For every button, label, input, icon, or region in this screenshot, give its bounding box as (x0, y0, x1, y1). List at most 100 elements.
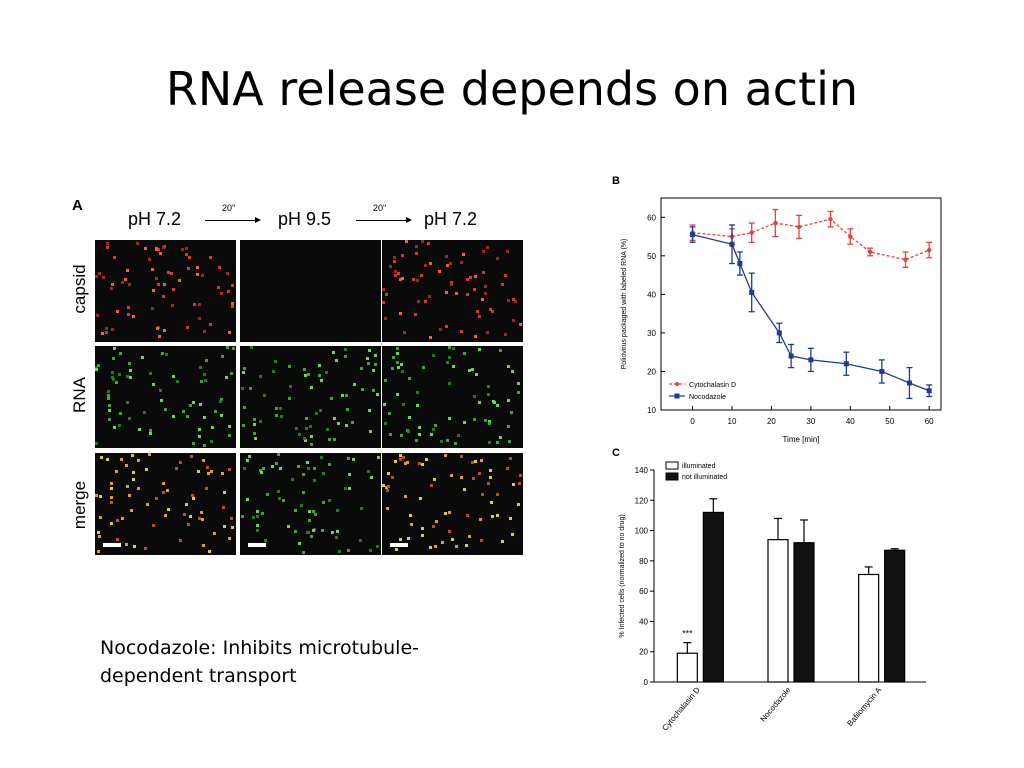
fluorescence-spot (337, 422, 340, 425)
fluorescence-spot (506, 250, 509, 253)
fluorescence-spot (199, 366, 202, 369)
fluorescence-spot (291, 478, 294, 481)
condition-label-2: pH 9.5 (278, 209, 332, 229)
fluorescence-spot (261, 512, 264, 515)
y-tick-label: 120 (635, 496, 649, 505)
fluorescence-spot (384, 317, 387, 320)
fluorescence-spot (328, 463, 331, 466)
fluorescence-spot (155, 247, 158, 250)
fluorescence-spot (508, 440, 511, 443)
fluorescence-spot (95, 494, 98, 497)
fluorescence-spot (318, 374, 321, 377)
fluorescence-spot (155, 497, 158, 500)
fluorescence-spot (367, 470, 370, 473)
fluorescence-spot (425, 458, 428, 461)
fluorescence-spot (101, 332, 104, 335)
y-axis-label: % Infected cells (normalized to no drug) (619, 514, 626, 637)
fluorescence-spot (219, 400, 222, 403)
fluorescence-spot (196, 273, 199, 276)
fluorescence-spot (415, 245, 418, 248)
micrograph-capsid-1 (95, 240, 236, 342)
row-label-capsid: capsid (70, 264, 89, 314)
fluorescence-spot (187, 523, 190, 526)
fluorescence-spot (128, 494, 131, 497)
y-tick-label: 40 (647, 290, 656, 299)
fluorescence-spot (486, 331, 489, 334)
fluorescence-spot (432, 428, 435, 431)
fluorescence-spot (514, 300, 517, 303)
fluorescence-spot (188, 256, 191, 259)
fluorescence-spot (110, 522, 113, 525)
fluorescence-spot (393, 256, 396, 259)
fluorescence-spot (202, 459, 205, 462)
fluorescence-spot (384, 422, 387, 425)
fluorescence-spot (151, 268, 154, 271)
fluorescence-spot (352, 458, 355, 461)
fluorescence-spot (448, 511, 451, 514)
fluorescence-spot (519, 474, 522, 477)
fluorescence-spot (141, 356, 144, 359)
fluorescence-spot (159, 389, 162, 392)
fluorescence-spot (478, 472, 481, 475)
fluorescence-spot (222, 506, 225, 509)
fluorescence-spot (377, 456, 380, 459)
fluorescence-spot (148, 258, 151, 261)
fluorescence-spot (95, 442, 98, 445)
fluorescence-spot (401, 254, 404, 257)
fluorescence-spot (214, 410, 217, 413)
fluorescence-spot (192, 401, 195, 404)
fluorescence-spot (401, 277, 404, 280)
fluorescence-spot (228, 434, 231, 437)
fluorescence-spot (473, 395, 476, 398)
fluorescence-spot (399, 312, 402, 315)
fluorescence-spot (481, 493, 484, 496)
fluorescence-spot (226, 346, 229, 349)
fluorescence-spot (209, 323, 212, 326)
fluorescence-spot (463, 488, 466, 491)
fluorescence-spot (111, 371, 114, 374)
fluorescence-spot (115, 381, 118, 384)
fluorescence-spot (277, 490, 280, 493)
fluorescence-spot (202, 544, 205, 547)
fluorescence-spot (182, 410, 185, 413)
fluorescence-spot (420, 274, 423, 277)
fluorescence-spot (473, 288, 476, 291)
fluorescence-spot (116, 310, 119, 313)
fluorescence-spot (111, 283, 114, 286)
fluorescence-spot (396, 361, 399, 364)
fluorescence-spot (171, 304, 174, 307)
fluorescence-spot (113, 347, 116, 350)
fluorescence-spot (275, 407, 278, 410)
slide-title: RNA release depends on actin (165, 62, 859, 116)
fluorescence-spot (496, 404, 499, 407)
fluorescence-spot (460, 455, 463, 458)
fluorescence-spot (243, 367, 246, 370)
microscopy-panel-a: A pH 7.2 20'' pH 9.5 20'' pH 7.2 capsid … (70, 195, 530, 565)
fluorescence-spot (488, 441, 491, 444)
fluorescence-spot (314, 513, 317, 516)
fluorescence-spot (353, 383, 356, 386)
fluorescence-spot (391, 367, 394, 370)
fluorescence-spot (191, 494, 194, 497)
fluorescence-spot (460, 261, 463, 264)
fluorescence-spot (399, 538, 402, 541)
row-label-merge: merge (70, 480, 89, 530)
data-point (773, 220, 778, 226)
fluorescence-spot (138, 428, 141, 431)
fluorescence-spot (484, 419, 487, 422)
fluorescence-spot (108, 418, 111, 421)
y-tick-label: 10 (647, 406, 656, 415)
x-tick-label: 30 (806, 417, 815, 426)
fluorescence-spot (149, 432, 152, 435)
fluorescence-spot (120, 458, 123, 461)
fluorescence-spot (463, 421, 466, 424)
fluorescence-spot (388, 412, 391, 415)
fluorescence-spot (414, 313, 417, 316)
fluorescence-spot (189, 515, 192, 518)
fluorescence-spot (391, 476, 394, 479)
y-tick-label: 100 (635, 527, 649, 536)
fluorescence-spot (137, 487, 140, 490)
bar-not-illuminated (793, 542, 815, 683)
fluorescence-spot (243, 467, 246, 470)
y-tick-label: 60 (647, 213, 656, 222)
